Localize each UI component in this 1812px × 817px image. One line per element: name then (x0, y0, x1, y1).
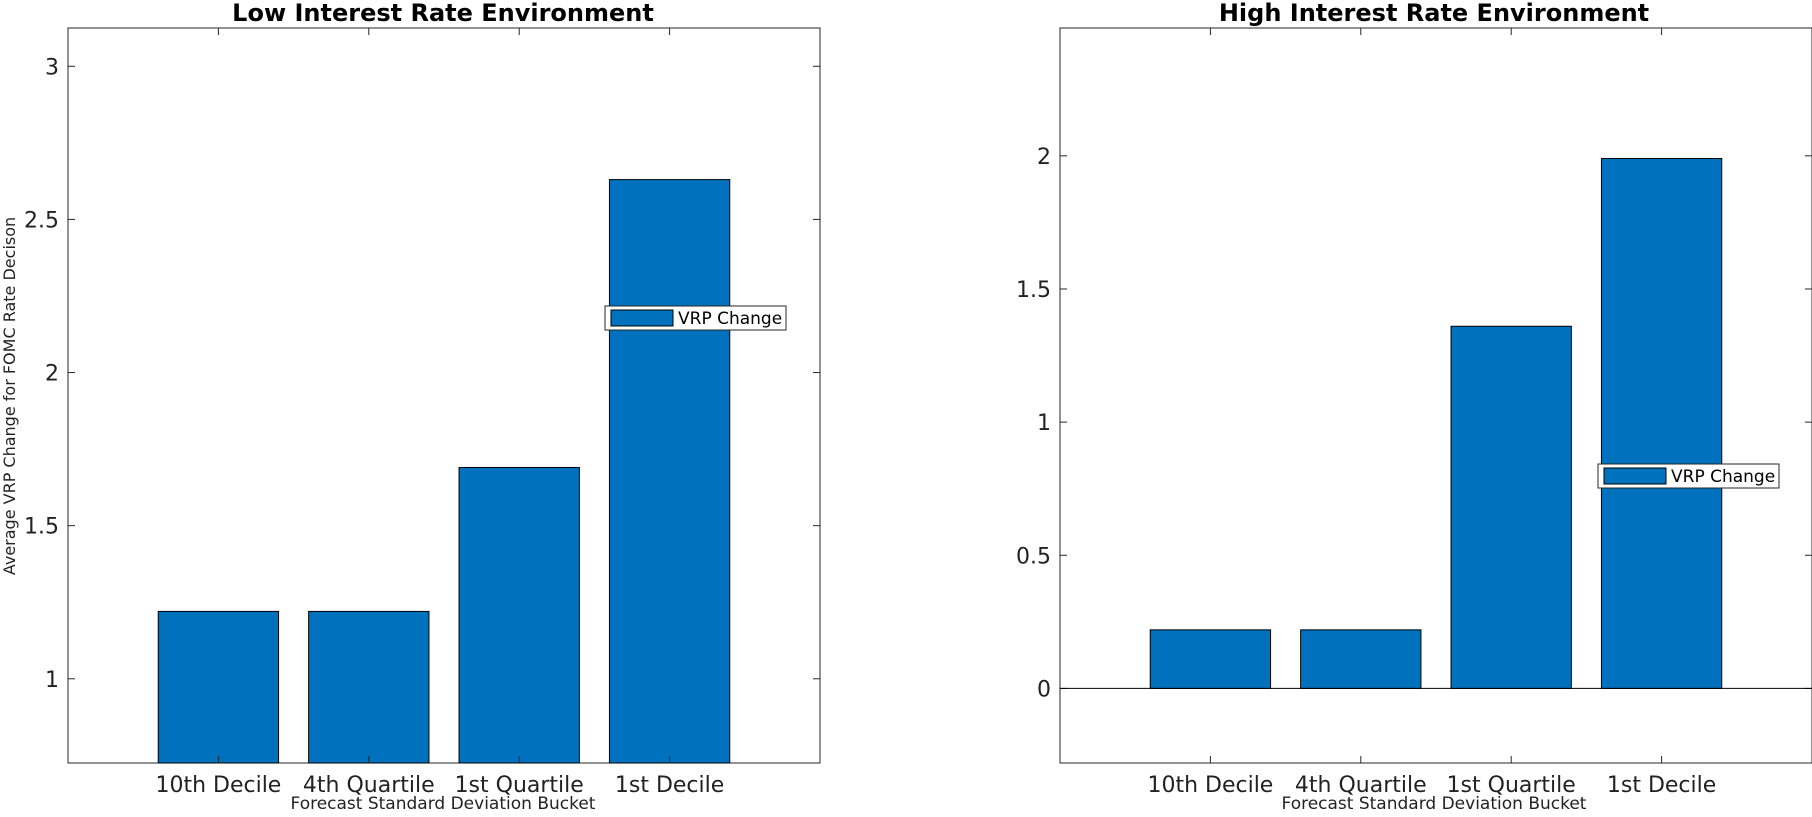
right-legend-swatch (1603, 467, 1667, 485)
left-y-tick-label: 1 (45, 668, 59, 693)
left-chart-panel: Low Interest Rate Environment Forecast S… (0, 0, 821, 814)
left-y-tick-label: 1.5 (24, 515, 59, 540)
right-chart-panel: High Interest Rate Environment Forecast … (1016, 0, 1812, 814)
right-bar-4 (1600, 157, 1723, 689)
right-bar-1 (1149, 629, 1272, 689)
left-x-tick-label: 1st Quartile (455, 773, 584, 798)
left-bar-3 (458, 466, 580, 764)
right-bar-3 (1450, 325, 1572, 689)
left-x-tick-label: 10th Decile (155, 773, 281, 798)
right-x-tick-label: 10th Decile (1147, 773, 1273, 798)
left-y-tick-label: 3 (45, 55, 59, 80)
left-bar-1 (157, 610, 280, 764)
left-legend-label: VRP Change (678, 309, 782, 329)
right-legend: VRP Change (1597, 463, 1780, 489)
left-x-tick-label: 4th Quartile (303, 773, 435, 798)
right-y-tick-label: 1 (1037, 411, 1051, 436)
right-chart-title: High Interest Rate Environment (1219, 0, 1649, 27)
right-x-tick-label: 1st Quartile (1447, 773, 1576, 798)
right-x-tick-label: 4th Quartile (1295, 773, 1427, 798)
left-legend: VRP Change (604, 305, 787, 331)
left-chart-title: Low Interest Rate Environment (232, 0, 654, 27)
left-axes-box (67, 27, 821, 764)
left-x-tick-label: 1st Decile (615, 773, 724, 798)
left-bar-4 (608, 179, 731, 764)
right-bar-2 (1300, 629, 1422, 689)
left-x-axis-label: Forecast Standard Deviation Bucket (291, 794, 596, 814)
right-legend-label: VRP Change (1671, 467, 1775, 487)
left-y-tick-label: 2 (45, 362, 59, 387)
right-y-tick-label: 2 (1037, 145, 1051, 170)
left-legend-swatch (610, 309, 674, 327)
left-y-axis-label: Average VRP Change for FOMC Rate Decison (0, 217, 19, 575)
left-y-tick-label: 2.5 (24, 208, 59, 233)
right-y-tick-label: 0.5 (1016, 544, 1051, 569)
left-bar-2 (308, 610, 430, 764)
right-y-tick-label: 0 (1037, 677, 1051, 702)
right-x-axis-label: Forecast Standard Deviation Bucket (1282, 794, 1587, 814)
right-y-tick-label: 1.5 (1016, 278, 1051, 303)
right-axes-box (1059, 27, 1812, 764)
right-x-tick-label: 1st Decile (1607, 773, 1716, 798)
